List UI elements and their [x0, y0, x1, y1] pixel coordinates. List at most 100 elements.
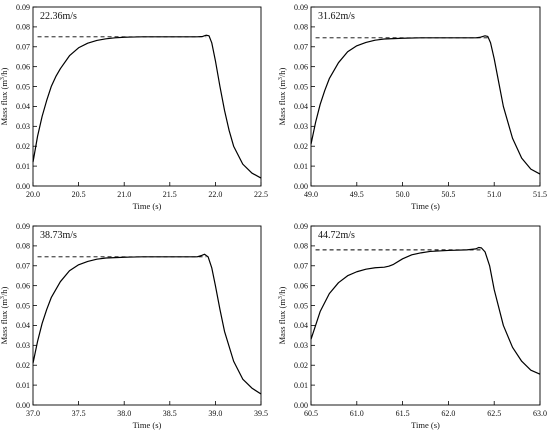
x-tick-label: 49.0: [304, 190, 318, 199]
x-tick-label: 49.5: [350, 190, 364, 199]
y-axis-label-suffix: /h): [277, 286, 287, 296]
x-axis-label: Time (s): [133, 420, 162, 430]
y-axis-label-suffix: /h): [0, 67, 9, 77]
x-tick-label: 61.0: [350, 409, 364, 418]
y-tick-label: 0.01: [16, 162, 30, 171]
plot-frame: [32, 225, 262, 406]
y-axis-label-suffix: /h): [277, 67, 287, 77]
y-tick-label: 0.03: [294, 122, 308, 131]
plot-frame: [32, 6, 262, 187]
x-tick-label: 20.0: [26, 190, 40, 199]
y-axis-label-sup: 3: [0, 77, 6, 80]
x-tick-label: 60.5: [304, 409, 318, 418]
y-tick-label: 0.06: [16, 62, 30, 71]
mass-flux-series: [32, 34, 262, 179]
y-axis-label: Mass flux (m3/h): [277, 286, 287, 344]
x-axis-label: Time (s): [411, 420, 440, 430]
chart-panel-2: 0.00 0.01 0.02 0.03 0.04 0.05 0.06 0.07 0.08 0.09…: [277, 3, 547, 211]
y-tick-label: 0.07: [294, 262, 308, 271]
y-tick-label: 0.08: [294, 242, 308, 251]
y-axis-label-sup: 3: [278, 296, 284, 299]
x-axis-label: Time (s): [411, 201, 440, 211]
y-tick-label: 0.09: [16, 222, 30, 231]
y-tick-label: 0.02: [294, 361, 308, 370]
x-tick-label: 38.0: [117, 409, 131, 418]
mass-flux-series: [310, 35, 541, 175]
y-tick-label: 0.01: [16, 381, 30, 390]
chart-panel-3: 0.00 0.01 0.02 0.03 0.04 0.05 0.06 0.07 0.08 0.09…: [0, 222, 268, 430]
y-tick-label: 0.09: [16, 3, 30, 12]
y-tick-label: 0.07: [16, 43, 30, 52]
velocity-annotation: 22.36m/s: [40, 11, 77, 22]
x-tick-label: 50.0: [396, 190, 410, 199]
y-tick-label: 0.06: [294, 281, 308, 290]
y-tick-label: 0.04: [16, 102, 30, 111]
y-axis-label-sup: 3: [278, 77, 284, 80]
y-tick-label: 0.01: [294, 162, 308, 171]
chart-panel-4: 0.00 0.01 0.02 0.03 0.04 0.05 0.06 0.07 0.08 0.09…: [277, 222, 547, 430]
y-axis-label: Mass flux (m3/h): [0, 67, 9, 125]
y-tick-label: 0.05: [16, 82, 30, 91]
x-tick-label: 22.5: [254, 190, 268, 199]
x-tick-label: 38.5: [163, 409, 177, 418]
y-tick-label: 0.05: [16, 301, 30, 310]
x-tick-label: 61.5: [396, 409, 410, 418]
mass-flux-series: [32, 253, 262, 395]
y-tick-label: 0.02: [16, 361, 30, 370]
x-tick-label: 37.5: [72, 409, 86, 418]
x-tick-label: 62.0: [441, 409, 455, 418]
mass-flux-series: [310, 246, 541, 375]
y-tick-label: 0.03: [294, 341, 308, 350]
y-tick-label: 0.06: [294, 62, 308, 71]
y-axis-label-prefix: Mass flux (m: [277, 299, 287, 345]
x-tick-label: 22.0: [208, 190, 222, 199]
y-tick-label: 0.06: [16, 281, 30, 290]
y-tick-label: 0.09: [294, 222, 308, 231]
y-tick-label: 0.03: [16, 341, 30, 350]
x-tick-label: 39.5: [254, 409, 268, 418]
y-tick-label: 0.08: [294, 23, 308, 32]
velocity-annotation: 31.62m/s: [318, 11, 355, 22]
y-tick-label: 0.02: [16, 142, 30, 151]
y-axis-label-sup: 3: [0, 296, 6, 299]
y-tick-label: 0.00: [294, 182, 308, 191]
y-axis-label-suffix: /h): [0, 286, 9, 296]
y-tick-label: 0.05: [294, 82, 308, 91]
x-tick-label: 51.0: [487, 190, 501, 199]
y-tick-label: 0.00: [16, 182, 30, 191]
y-tick-label: 0.01: [294, 381, 308, 390]
y-tick-label: 0.03: [16, 122, 30, 131]
y-axis-label-prefix: Mass flux (m: [0, 80, 9, 126]
y-tick-label: 0.09: [294, 3, 308, 12]
y-tick-label: 0.07: [16, 262, 30, 271]
velocity-annotation: 38.73m/s: [40, 230, 77, 241]
x-tick-label: 62.5: [487, 409, 501, 418]
x-tick-label: 63.0: [533, 409, 547, 418]
y-tick-label: 0.00: [294, 401, 308, 410]
y-tick-label: 0.08: [16, 242, 30, 251]
y-tick-label: 0.00: [16, 401, 30, 410]
plot-frame: [310, 6, 541, 187]
y-tick-label: 0.05: [294, 301, 308, 310]
y-tick-label: 0.08: [16, 23, 30, 32]
x-tick-label: 39.0: [208, 409, 222, 418]
y-axis-label: Mass flux (m3/h): [0, 286, 9, 344]
x-tick-label: 20.5: [72, 190, 86, 199]
x-tick-label: 51.5: [533, 190, 547, 199]
y-tick-label: 0.04: [16, 321, 30, 330]
plot-frame: [310, 225, 541, 406]
x-tick-label: 50.5: [441, 190, 455, 199]
y-tick-label: 0.02: [294, 142, 308, 151]
y-tick-label: 0.04: [294, 102, 308, 111]
y-axis-label-prefix: Mass flux (m: [0, 299, 9, 345]
y-tick-label: 0.07: [294, 43, 308, 52]
x-tick-label: 21.0: [117, 190, 131, 199]
x-tick-label: 21.5: [163, 190, 177, 199]
x-tick-label: 37.0: [26, 409, 40, 418]
x-axis-label: Time (s): [133, 201, 162, 211]
y-axis-label-prefix: Mass flux (m: [277, 80, 287, 126]
chart-panel-1: 0.00 0.01 0.02 0.03 0.04 0.05 0.06 0.07 0.08 0.09…: [0, 3, 268, 211]
velocity-annotation: 44.72m/s: [318, 230, 355, 241]
y-tick-label: 0.04: [294, 321, 308, 330]
